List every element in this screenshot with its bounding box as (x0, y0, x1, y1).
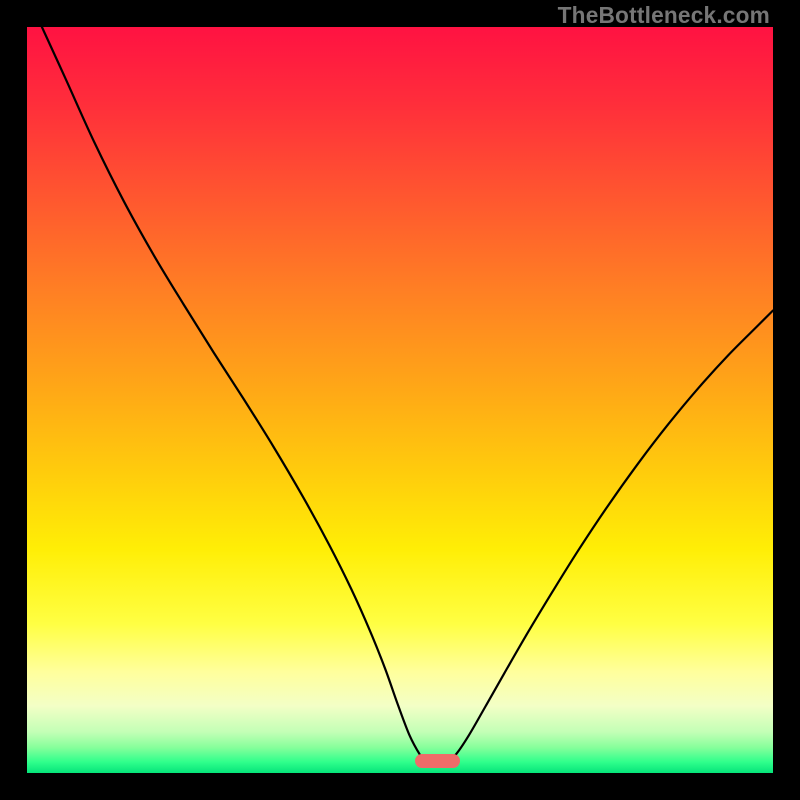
optimal-marker (415, 754, 460, 767)
plot-area (27, 27, 773, 773)
chart-frame: TheBottleneck.com (0, 0, 800, 800)
bottleneck-curve (27, 27, 773, 773)
watermark-text: TheBottleneck.com (558, 2, 770, 29)
